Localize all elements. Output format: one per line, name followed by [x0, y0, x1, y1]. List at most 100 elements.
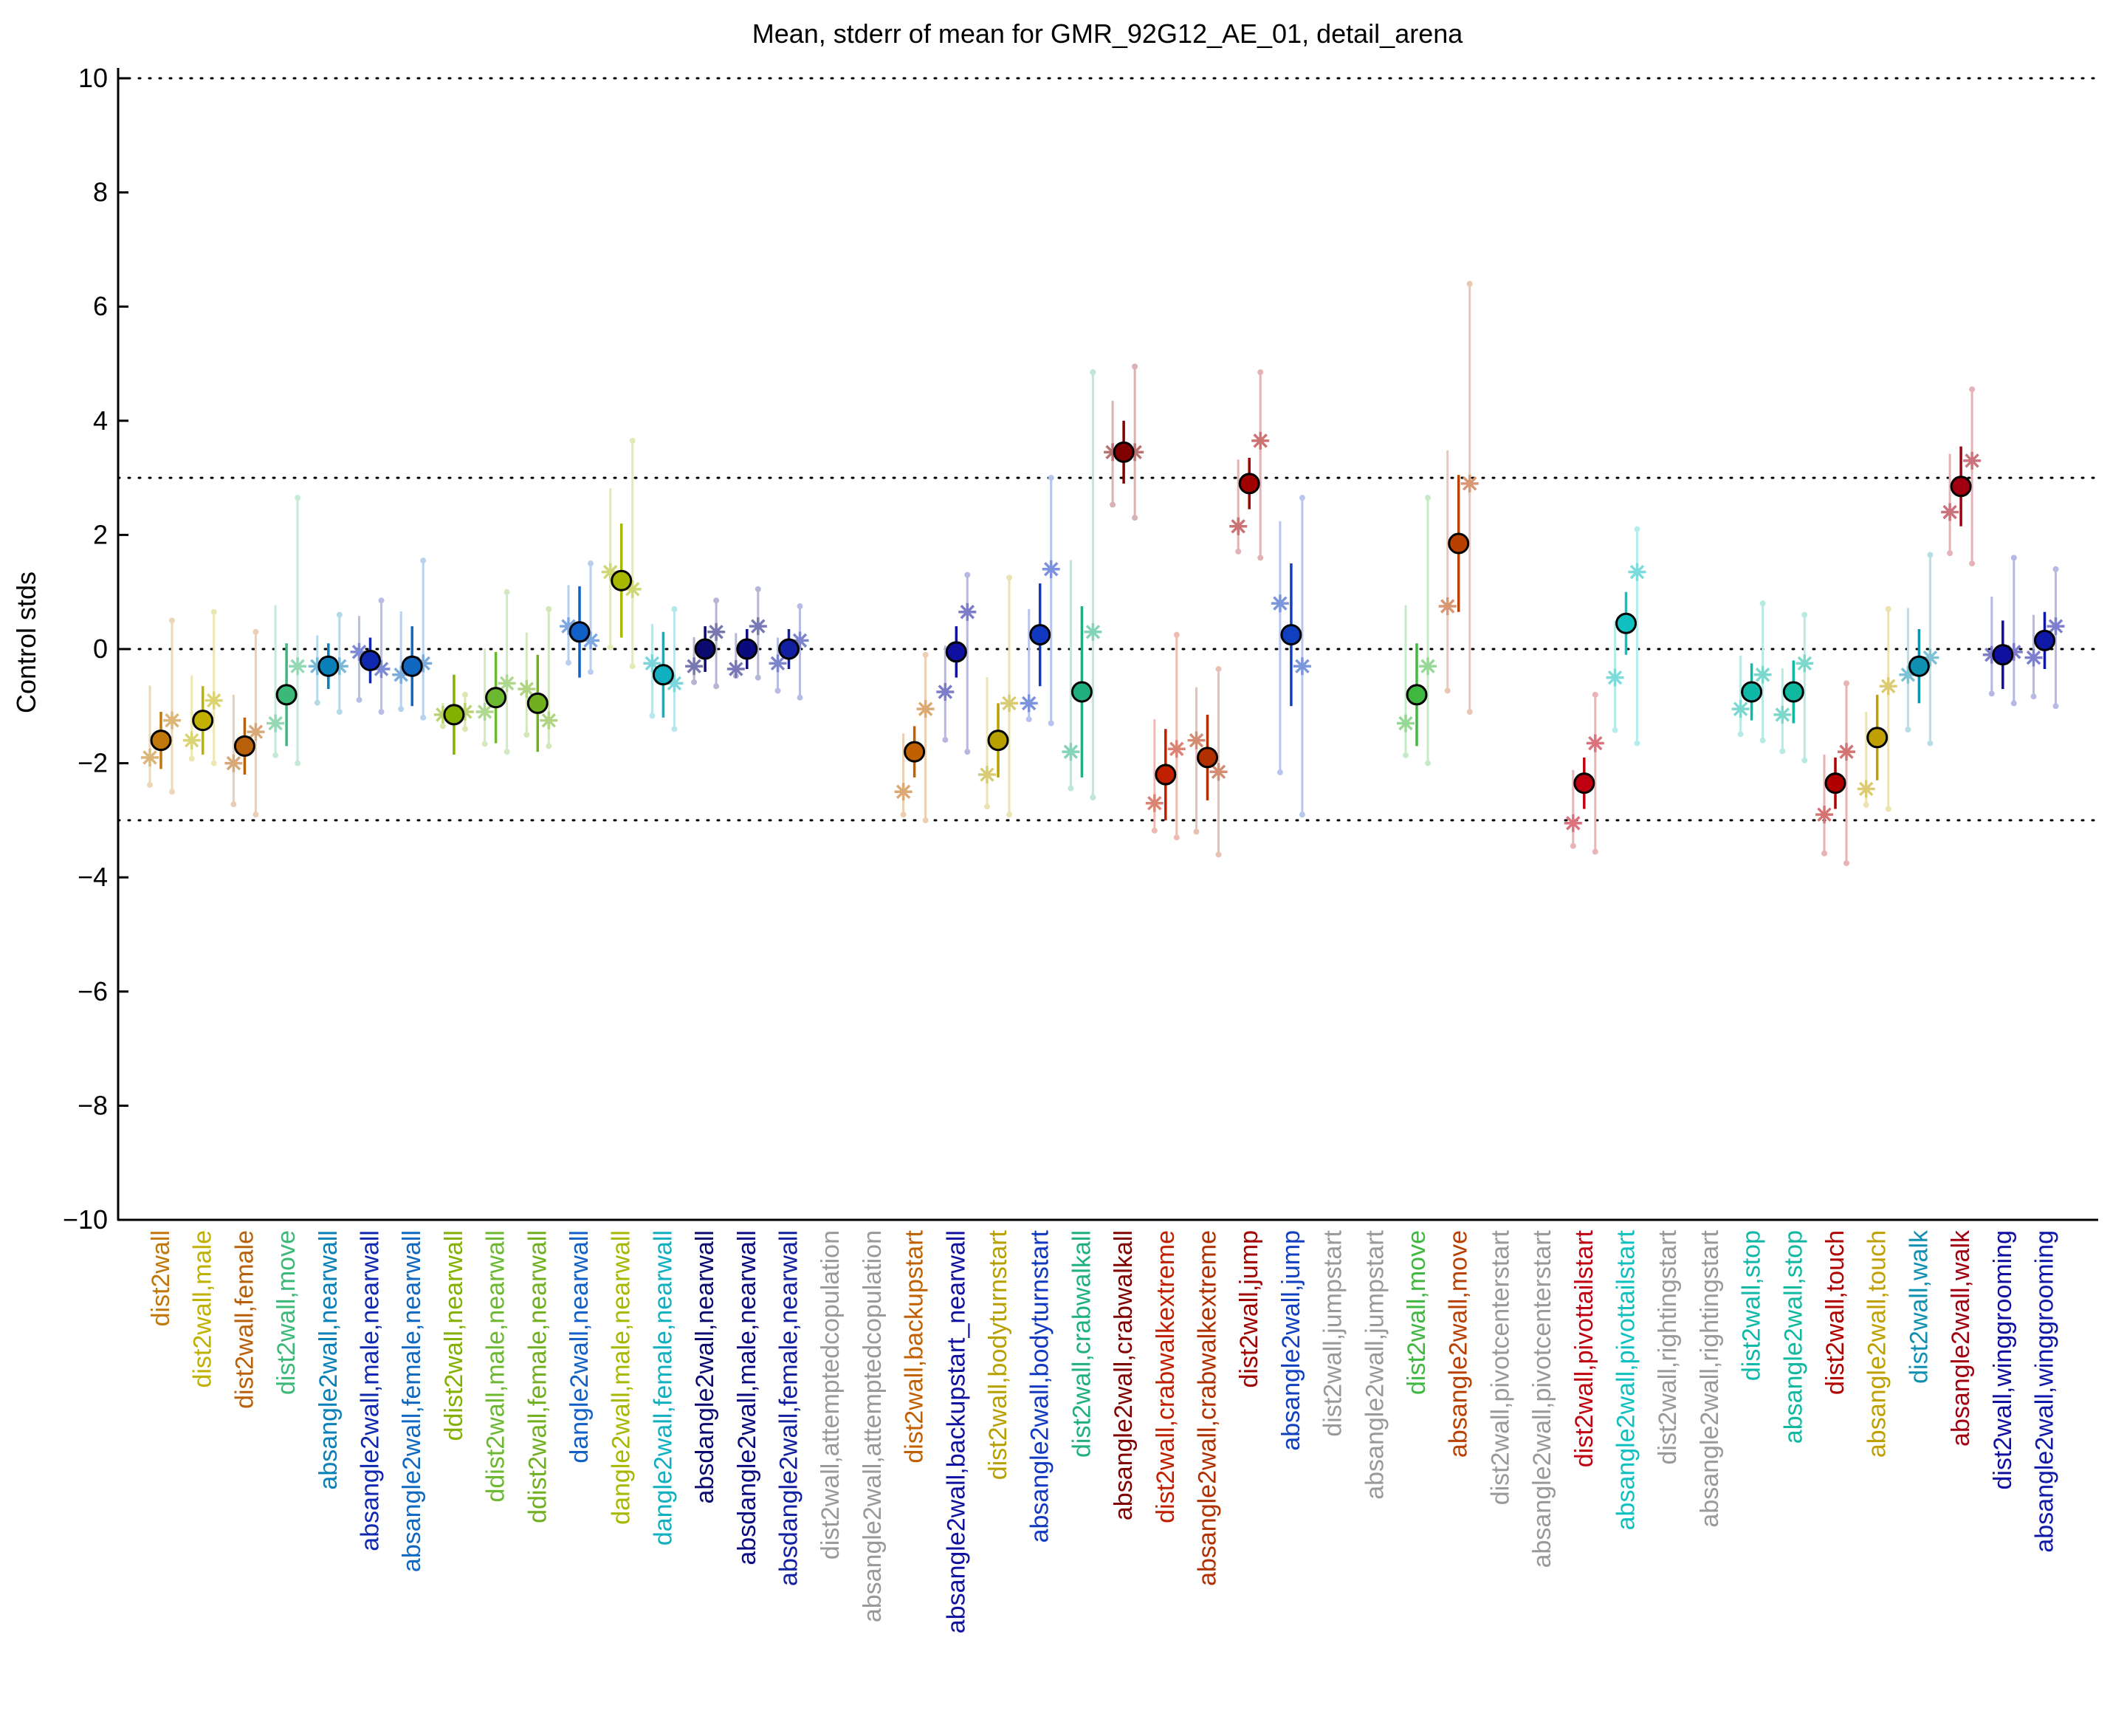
- sample-endpoint: [147, 781, 153, 788]
- x-tick-label: dist2wall,winggrooming: [1989, 1230, 2017, 1490]
- data-point-group: [1187, 666, 1228, 858]
- x-tick-label: dist2wall,jumpstart: [1319, 1229, 1347, 1436]
- mean-marker: [652, 664, 674, 686]
- asterisk-stroke: [1817, 807, 1832, 822]
- asterisk-stroke: [1607, 670, 1623, 685]
- x-label-qualifier: ,attemptedcopulation: [817, 1230, 845, 1464]
- x-label-qualifier: ,pivottailstart: [1612, 1229, 1640, 1370]
- mean-marker: [987, 730, 1009, 752]
- asterisk-stroke: [1189, 733, 1204, 748]
- x-tick-label: ddist2wall,male,nearwall: [482, 1230, 510, 1503]
- asterisk-marker: [540, 711, 558, 730]
- mean-marker: [401, 655, 423, 677]
- x-tick-label: absangle2wall,touch: [1863, 1230, 1891, 1458]
- asterisk-marker: [1438, 597, 1457, 616]
- data-point-group: [1438, 281, 1479, 716]
- asterisk-marker: [1795, 654, 1814, 673]
- x-label-feature: ddist2wall: [523, 1413, 551, 1523]
- asterisk-stroke: [248, 724, 264, 739]
- x-label-qualifier: ,nearwall: [440, 1230, 468, 1331]
- data-point-group: [1104, 363, 1144, 521]
- asterisk-marker: [224, 754, 243, 772]
- mean-marker: [1238, 473, 1260, 495]
- x-label-qualifier: ,pivotcenterstart: [1528, 1229, 1556, 1408]
- x-label-feature: dist2wall: [1235, 1291, 1263, 1387]
- data-point-group: [1815, 680, 1855, 866]
- data-point-group: [1271, 495, 1311, 818]
- sample-endpoint: [439, 723, 446, 730]
- x-tick-label: dangle2wall,nearwall: [566, 1230, 594, 1464]
- asterisk-marker: [1606, 668, 1624, 687]
- data-point-group: [433, 674, 474, 755]
- sample-endpoint: [1801, 757, 1808, 764]
- asterisk-marker: [1084, 622, 1102, 641]
- sample-endpoint: [210, 760, 217, 766]
- asterisk-stroke: [1002, 696, 1017, 711]
- sample-endpoint: [1276, 769, 1283, 775]
- mean-marker: [485, 687, 507, 709]
- y-tick-label: −4: [78, 862, 108, 892]
- asterisk-stroke: [1211, 764, 1226, 779]
- y-tick-label: −2: [78, 748, 108, 778]
- x-label-feature: absangle2wall: [1612, 1371, 1640, 1531]
- sample-endpoint: [629, 663, 636, 670]
- reference-lines: [117, 77, 2100, 1221]
- asterisk-stroke: [1588, 735, 1603, 751]
- asterisk-stroke: [583, 633, 598, 648]
- data-point-group: [769, 603, 809, 701]
- data-point-group: [224, 628, 265, 818]
- x-tick-label: absangle2wall,pivottailstart: [1612, 1229, 1640, 1530]
- sample-endpoint: [1090, 369, 1096, 376]
- asterisk-marker: [1145, 794, 1164, 812]
- sample-endpoint: [378, 597, 385, 604]
- x-label-feature: absangle2wall: [1026, 1384, 1054, 1543]
- asterisk-marker: [1731, 700, 1750, 718]
- asterisk-stroke: [1942, 504, 1957, 520]
- x-label-feature: dist2wall: [1319, 1340, 1347, 1436]
- sample-endpoint: [1215, 851, 1222, 858]
- asterisk-stroke: [290, 659, 305, 673]
- x-label-feature: absangle2wall: [1947, 1287, 1975, 1447]
- data-point-group: [1229, 369, 1270, 561]
- x-tick-label: absdangle2wall,female,nearwall: [775, 1230, 803, 1586]
- sample-endpoint: [336, 709, 343, 716]
- sample-endpoint: [398, 706, 405, 713]
- mean-marker: [904, 741, 926, 763]
- x-label-feature: dist2wall: [147, 1230, 175, 1326]
- asterisk-stroke: [1231, 519, 1245, 534]
- asterisk-stroke: [206, 693, 221, 708]
- mean-marker: [1448, 532, 1470, 555]
- x-label-feature: dist2wall: [1152, 1427, 1180, 1523]
- asterisk-marker: [1628, 563, 1646, 581]
- x-tick-label: absangle2wall,crabwalkall: [1110, 1230, 1138, 1520]
- asterisk-stroke: [918, 701, 933, 716]
- asterisk-stroke: [1021, 696, 1037, 711]
- sample-endpoint: [649, 713, 656, 719]
- x-tick-label: absangle2wall,rightingstart: [1696, 1229, 1724, 1527]
- mean-marker: [1573, 772, 1595, 795]
- x-label-feature: dist2wall: [1989, 1393, 2017, 1489]
- asterisk-stroke: [1629, 564, 1645, 580]
- asterisk-marker: [685, 657, 704, 676]
- asterisk-marker: [1271, 594, 1289, 613]
- sample-endpoint: [504, 589, 510, 595]
- asterisk-marker: [1167, 740, 1186, 758]
- asterisk-marker: [936, 682, 955, 701]
- asterisk-marker: [1753, 665, 1772, 684]
- sample-endpoint: [1612, 727, 1618, 733]
- data-point-group: [1606, 526, 1646, 747]
- data-point-group: [2024, 566, 2065, 710]
- sample-endpoint: [1257, 555, 1264, 561]
- sample-endpoint: [1173, 834, 1180, 841]
- sample-endpoint: [1425, 760, 1431, 766]
- sample-endpoint: [1151, 827, 1158, 834]
- sample-endpoint: [607, 644, 614, 651]
- asterisk-marker: [1419, 657, 1437, 676]
- mean-marker: [1950, 476, 1972, 498]
- sample-endpoint: [900, 812, 907, 818]
- sample-endpoint: [1048, 720, 1054, 727]
- asterisk-stroke: [499, 676, 515, 691]
- x-label-feature: absangle2wall: [398, 1413, 426, 1573]
- sample-endpoint: [1132, 515, 1138, 521]
